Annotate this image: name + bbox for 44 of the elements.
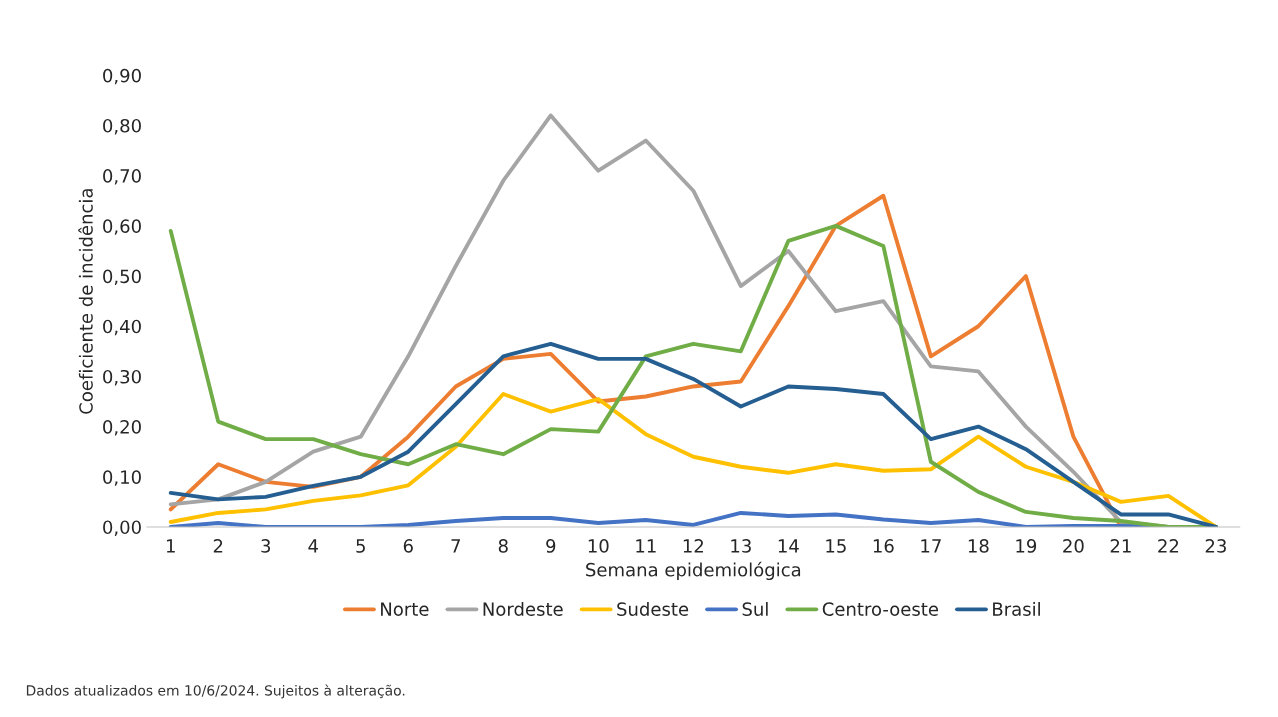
x-tick-label: 23 (1205, 539, 1226, 553)
line-series (168, 341, 1218, 527)
legend-label: Nordeste (483, 601, 563, 616)
legend-label: Norte (381, 602, 429, 616)
x-tick-label: 6 (403, 539, 413, 553)
x-tick-label: 1 (166, 539, 175, 553)
y-tick-label: 0,70 (103, 169, 141, 185)
x-tick-label: 8 (498, 539, 508, 553)
x-tick-label: 11 (636, 539, 656, 553)
x-tick-label: 13 (731, 539, 751, 553)
legend-label: Brasil (993, 601, 1040, 616)
x-tick-label: 22 (1158, 539, 1179, 553)
text: Dados atualizados em 10/6/2024. Sujeitos à alteração. (26, 684, 405, 699)
y-tick-label: 0,10 (103, 470, 141, 486)
x-tick-label: 18 (968, 539, 989, 553)
x-tick-label: 20 (1063, 539, 1084, 553)
y-tick-label: 0,40 (103, 319, 141, 336)
x-tick-label: 19 (1016, 539, 1037, 553)
x-tick-label: 17 (921, 539, 941, 553)
y-tick-label: 0,50 (103, 269, 141, 285)
x-tick-label: 15 (826, 539, 846, 553)
x-tick-label: 21 (1110, 539, 1131, 553)
x-tick-label: 14 (778, 539, 799, 553)
x-tick-label: 7 (451, 539, 460, 553)
y-tick-label: 0,30 (103, 369, 141, 386)
legend-label: Sudeste (617, 601, 689, 616)
y-axis-title: Coeficiente de incidência (78, 189, 93, 414)
legend-label: Sul (742, 601, 768, 616)
y-tick-label: 0,00 (103, 520, 141, 536)
x-axis-title: Semana epidemiológica (586, 561, 801, 581)
y-tick-label: 0,90 (103, 68, 141, 85)
x-tick-label: 9 (546, 539, 556, 553)
x-tick-label: 5 (356, 539, 365, 553)
x-tick-label: 2 (213, 539, 223, 553)
x-tick-label: 12 (683, 539, 703, 553)
y-tick-label: 0,20 (103, 420, 141, 436)
x-tick-label: 10 (588, 539, 609, 553)
x-tick-label: 4 (308, 539, 318, 553)
line-series (168, 392, 1218, 527)
legend-label: Centro-oeste (822, 602, 939, 616)
y-tick-label: 0,60 (103, 219, 141, 235)
x-tick-label: 16 (873, 539, 894, 553)
x-tick-label: 3 (261, 539, 271, 553)
y-tick-label: 0,80 (103, 118, 141, 135)
